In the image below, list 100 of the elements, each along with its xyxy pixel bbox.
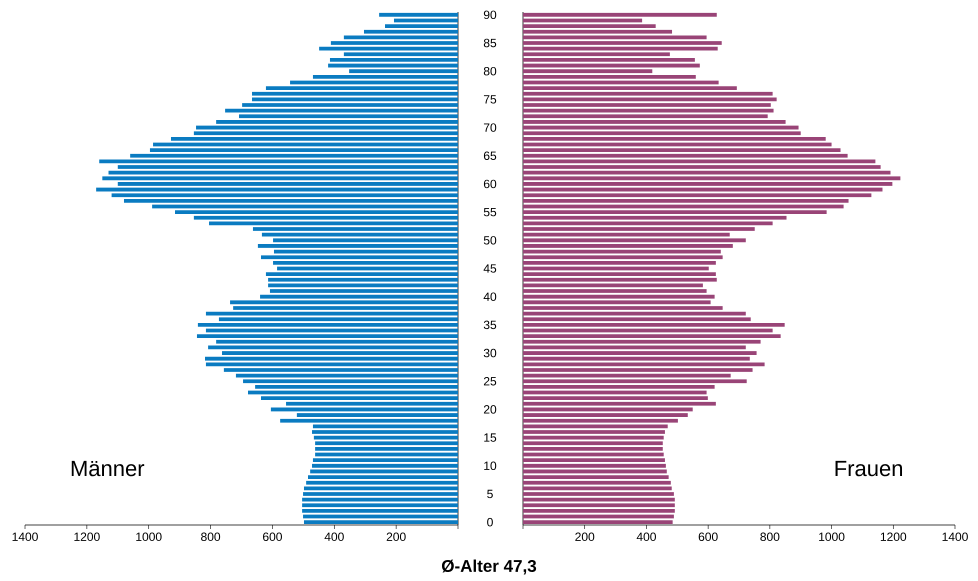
bar <box>312 464 458 468</box>
bar <box>523 396 708 400</box>
bar <box>523 176 900 180</box>
y-tick-label: 30 <box>484 348 496 358</box>
x-tick-label: 1400 <box>12 532 38 542</box>
y-tick-label: 60 <box>484 180 496 188</box>
bar <box>523 260 716 265</box>
bar <box>344 52 458 56</box>
bar <box>523 441 663 446</box>
y-tick-label: 15 <box>484 433 496 442</box>
bar <box>523 362 765 366</box>
bar <box>312 424 458 428</box>
bar <box>319 46 458 51</box>
bar <box>218 317 458 322</box>
bar <box>206 362 458 366</box>
bar <box>523 379 747 384</box>
y-tick-label: 20 <box>484 405 496 414</box>
bar <box>252 92 458 96</box>
x-tick-label: 800 <box>201 532 220 542</box>
x-tick-label: 1200 <box>880 532 906 542</box>
bar <box>216 340 458 344</box>
y-tick-label: 80 <box>484 66 496 76</box>
bar <box>523 92 773 96</box>
x-tick-label: 200 <box>575 532 594 542</box>
x-tick-label: 1400 <box>942 532 968 542</box>
bar <box>523 30 672 34</box>
bar <box>523 216 787 220</box>
bar <box>523 131 801 136</box>
y-tick-label: 70 <box>484 123 496 132</box>
bar <box>268 278 458 282</box>
bar <box>523 193 872 198</box>
bar <box>523 278 717 282</box>
y-tick-label: 65 <box>484 152 496 160</box>
x-tick-label: 1000 <box>819 532 844 542</box>
bar <box>523 464 666 468</box>
bar <box>239 114 458 118</box>
y-tick-label: 0 <box>487 518 493 526</box>
bar <box>124 198 458 203</box>
bar <box>523 520 673 524</box>
bar <box>304 486 458 490</box>
bar <box>260 396 458 400</box>
bar <box>130 154 458 158</box>
bar <box>315 441 458 446</box>
bar <box>523 424 668 428</box>
bar <box>523 458 665 462</box>
bar <box>523 356 750 361</box>
y-tick-label: 75 <box>484 95 496 104</box>
bar <box>312 458 458 462</box>
bar <box>523 114 768 118</box>
bar <box>102 176 458 180</box>
bar <box>306 480 458 485</box>
bar <box>523 294 715 299</box>
bar <box>523 255 723 260</box>
bar <box>523 232 730 237</box>
bar <box>523 402 716 406</box>
bar <box>225 108 458 113</box>
bar <box>523 46 718 51</box>
bar <box>273 238 458 242</box>
y-tick-label: 85 <box>484 38 496 48</box>
bar <box>523 503 675 508</box>
bar <box>205 356 458 361</box>
y-tick-label: 10 <box>484 462 496 470</box>
bar <box>302 503 458 508</box>
bar <box>194 216 458 220</box>
bar <box>108 170 458 175</box>
bar <box>196 334 458 338</box>
bar <box>349 69 458 74</box>
x-tick-label: 600 <box>263 532 282 542</box>
bar <box>260 294 458 299</box>
text: Männer <box>72 460 144 476</box>
y-tick-label: 40 <box>484 292 496 301</box>
bar <box>523 300 711 304</box>
bar <box>364 30 458 34</box>
bar <box>286 402 458 406</box>
x-tick-label: 200 <box>386 532 406 542</box>
bar <box>379 12 458 17</box>
bar <box>523 340 761 344</box>
bar <box>523 52 670 56</box>
bar <box>243 379 458 384</box>
x-tick-label: 800 <box>760 532 780 542</box>
text: Ø-Alter 47,3 <box>442 560 536 574</box>
y-tick-label: 90 <box>484 10 496 20</box>
bar <box>523 317 751 322</box>
bar <box>260 255 458 260</box>
bar <box>194 131 458 136</box>
y-tick-label: 35 <box>484 320 496 330</box>
bar <box>523 238 746 242</box>
bar <box>523 108 774 113</box>
text: Frauen <box>836 460 902 476</box>
bar <box>273 260 458 265</box>
bar <box>523 480 671 485</box>
bar <box>523 486 672 490</box>
bar <box>523 170 891 175</box>
bar <box>112 193 458 198</box>
x-tick-label: 1000 <box>136 532 162 542</box>
x-tick-label: 400 <box>324 532 344 542</box>
bar <box>280 418 458 423</box>
y-tick-label: 5 <box>487 490 493 498</box>
y-tick-label: 55 <box>484 208 496 216</box>
y-tick-label: 25 <box>484 377 496 386</box>
